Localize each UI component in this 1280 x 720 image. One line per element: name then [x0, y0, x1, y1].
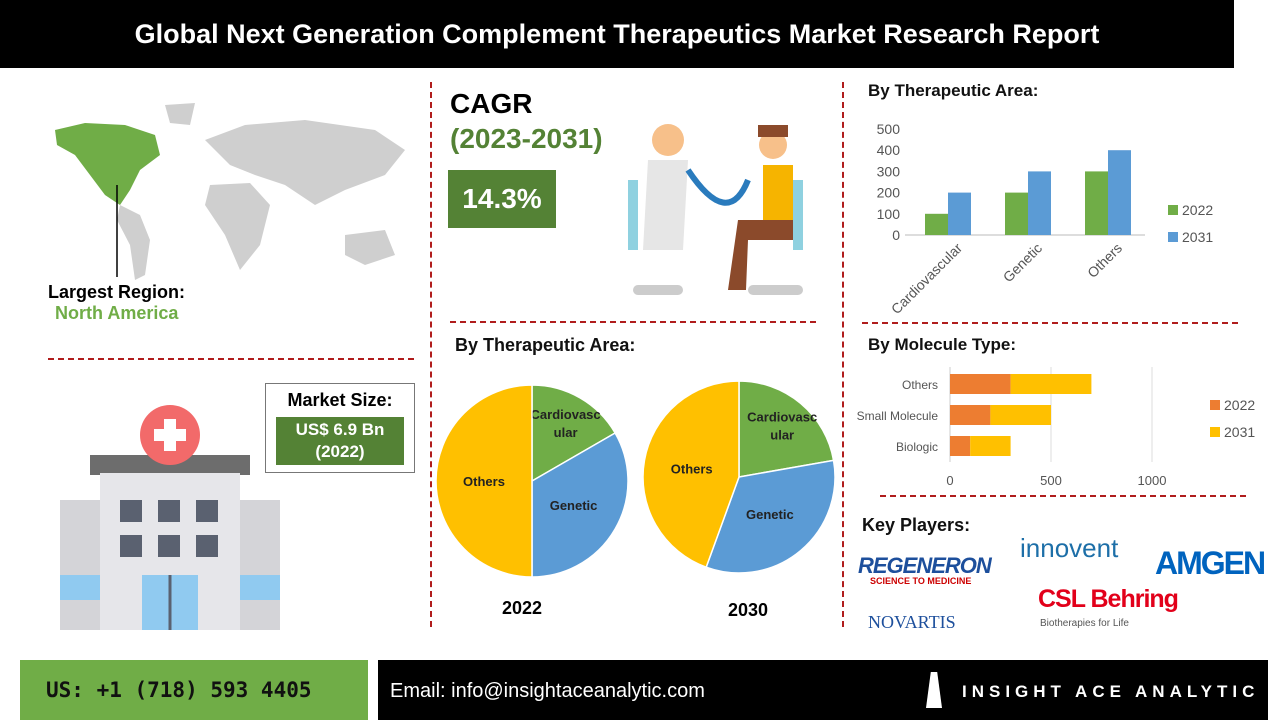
key-players-title: Key Players:	[862, 515, 971, 535]
divider	[450, 321, 816, 323]
y-tick-label: Small Molecule	[857, 409, 939, 423]
cagr-period: (2023-2031)	[450, 123, 603, 154]
pie-label: Cardiovasc	[531, 407, 601, 422]
pie-slice-cardiovascular	[738, 380, 835, 478]
brand-name: INSIGHT ACE ANALYTIC	[962, 682, 1260, 701]
bar-chart-title: By Molecule Type:	[868, 335, 1016, 354]
therapeutic-area-column-chart: 0 100 200 300 400 500 Cardiovascular Genetic Oth…	[877, 121, 1214, 318]
bar-2031-genetic	[1028, 171, 1051, 235]
pie-2030-caption: 2030	[728, 600, 769, 620]
world-map-illustration	[55, 103, 405, 280]
pie-slice-others	[435, 384, 533, 578]
pie-label: Others	[671, 462, 713, 477]
pie-2022-caption: 2022	[502, 598, 543, 618]
cagr-value: 14.3%	[448, 170, 556, 228]
x-tick-label: 0	[946, 473, 953, 488]
bar-2031-biologic	[970, 436, 1011, 456]
market-size-label: Market Size:	[287, 390, 393, 410]
divider	[48, 358, 414, 360]
bar-2022-biologic	[950, 436, 971, 456]
largest-region-label: Largest Region:	[48, 282, 186, 302]
pie-label: Others	[463, 474, 505, 489]
email-contact[interactable]: Email: info@insightaceanalytic.com	[390, 680, 705, 702]
market-size-box: Market Size: US$ 6.9 Bn (2022)	[265, 383, 415, 473]
x-tick-label: Others	[1084, 240, 1125, 281]
bar-2022-others	[950, 374, 1011, 394]
legend-label: 2031	[1224, 424, 1255, 440]
largest-region-value: North America	[55, 303, 179, 323]
legend-swatch	[1210, 400, 1220, 410]
amgen-logo: AMGEN	[1155, 545, 1266, 581]
divider	[880, 495, 1246, 497]
pie-label: Cardiovasc	[747, 410, 817, 425]
divider	[430, 82, 432, 627]
y-tick-label: 200	[877, 185, 901, 201]
doctor-patient-illustration	[628, 124, 803, 295]
column-chart-title: By Therapeutic Area:	[868, 81, 1039, 100]
x-tick-label: 1000	[1138, 473, 1167, 488]
pie-label: ular	[554, 425, 578, 440]
x-tick-label: Genetic	[1000, 240, 1045, 285]
y-tick-label: 0	[892, 227, 900, 243]
legend-swatch	[1168, 232, 1178, 242]
x-tick-label: 500	[1040, 473, 1062, 488]
cagr-label: CAGR	[450, 88, 533, 119]
report-title: Global Next Generation Complement Therap…	[0, 0, 1234, 68]
brand-logo-icon	[926, 672, 942, 708]
pie-label: ular	[770, 428, 794, 443]
legend-label: 2031	[1182, 229, 1213, 245]
market-size-value: US$ 6.9 Bn	[295, 420, 385, 439]
y-tick-label: 400	[877, 142, 901, 158]
bar-2022-others	[1085, 171, 1108, 235]
regeneron-tagline: SCIENCE TO MEDICINE	[870, 576, 972, 586]
bar-2031-small-molecule	[990, 405, 1051, 425]
y-tick-label: 100	[877, 206, 901, 222]
divider	[842, 82, 844, 627]
innovent-logo: innovent	[1020, 533, 1119, 563]
novartis-logo: NOVARTIS	[868, 612, 956, 632]
pie-slice-genetic	[705, 459, 836, 574]
pie-slice-others	[642, 380, 740, 569]
pie-slice-genetic	[531, 431, 629, 578]
bar-2031-cardiovascular	[948, 192, 971, 235]
legend-swatch	[1210, 427, 1220, 437]
divider	[862, 322, 1238, 324]
regeneron-logo: REGENERON	[858, 553, 992, 578]
bar-2031-others	[1010, 374, 1092, 394]
x-tick-label: Cardiovascular	[888, 240, 966, 318]
phone-contact[interactable]: US: +1 (718) 593 4405	[20, 660, 368, 720]
y-tick-label: Biologic	[896, 440, 938, 454]
pie-label: Genetic	[550, 498, 598, 513]
pie-slice-cardiovascular	[531, 384, 617, 483]
csl-tagline: Biotherapies for Life	[1040, 618, 1129, 629]
bar-2022-genetic	[1005, 192, 1028, 235]
bar-2022-cardiovascular	[925, 213, 948, 235]
y-tick-label: Others	[902, 378, 938, 392]
y-tick-label: 500	[877, 121, 901, 137]
bar-2022-small-molecule	[950, 405, 991, 425]
bar-2031-others	[1108, 150, 1131, 235]
csl-behring-logo: CSL Behring	[1038, 585, 1179, 613]
legend-label: 2022	[1224, 397, 1255, 413]
molecule-type-bar-chart: 0 500 1000 Others Small Molecule Biologic 2022…	[857, 367, 1255, 488]
legend-label: 2022	[1182, 202, 1213, 218]
market-size-year: (2022)	[315, 442, 365, 461]
pie-charts: Cardiovasc ular Genetic Others Cardiovasc ula…	[435, 380, 836, 578]
pie-section-title: By Therapeutic Area:	[455, 335, 636, 355]
hospital-illustration	[60, 405, 280, 630]
y-tick-label: 300	[877, 163, 901, 179]
legend-swatch	[1168, 205, 1178, 215]
pie-label: Genetic	[746, 507, 794, 522]
